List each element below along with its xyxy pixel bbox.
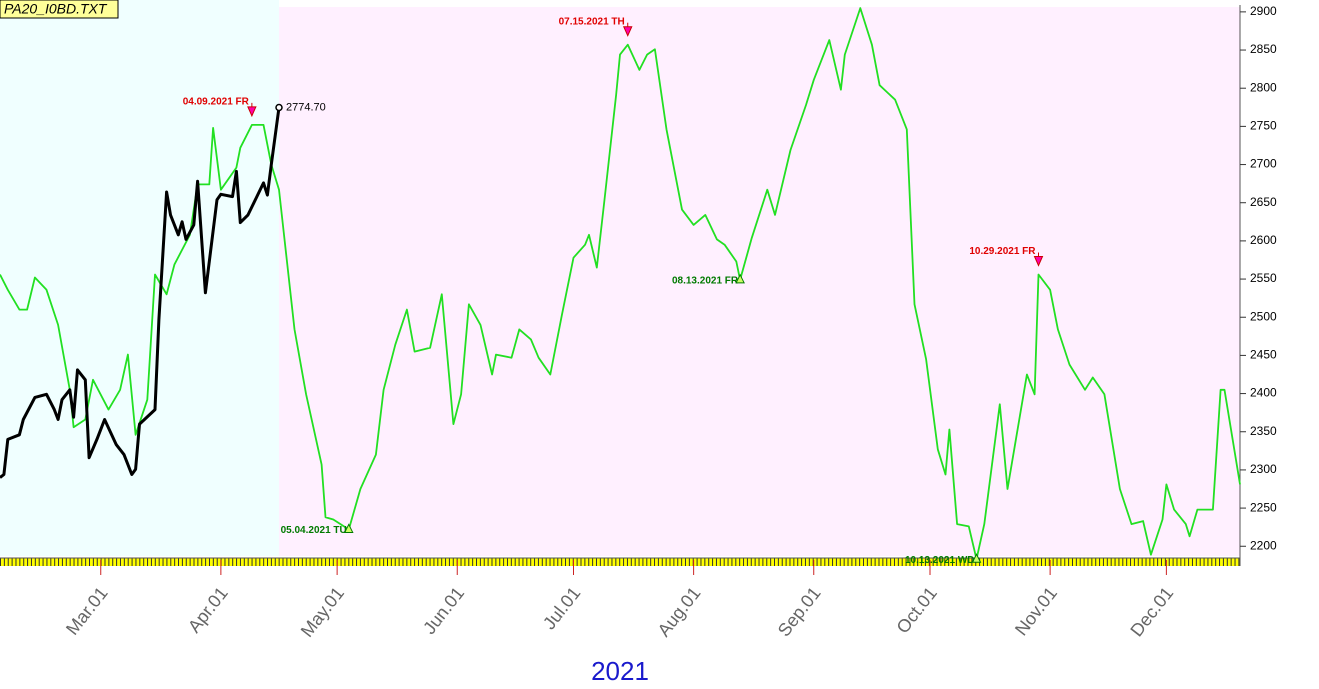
y-tick-label: 2200 xyxy=(1250,538,1277,552)
annotation-label: 05.04.2021 TU xyxy=(281,525,347,536)
plot-background xyxy=(0,0,1240,556)
high-marker xyxy=(247,106,257,118)
annotation-label: 10.29.2021 FR xyxy=(969,246,1036,257)
y-tick-label: 2600 xyxy=(1250,233,1277,247)
annotation-label: 10.13.2021 WD xyxy=(905,555,975,566)
y-tick-label: 2450 xyxy=(1250,348,1277,362)
y-tick-label: 2400 xyxy=(1250,386,1277,400)
y-tick-label: 2550 xyxy=(1250,271,1277,285)
annotation-label: 07.15.2021 TH xyxy=(559,16,625,27)
y-tick-label: 2850 xyxy=(1250,42,1277,56)
series-line xyxy=(0,7,1241,561)
low-marker xyxy=(343,523,354,533)
x-axis-label: 2021 xyxy=(591,656,649,686)
low-marker xyxy=(971,553,982,563)
value-label: 2774.70 xyxy=(286,101,326,113)
y-tick-label: 2500 xyxy=(1250,309,1277,323)
title-box xyxy=(0,0,119,19)
y-tick-label: 2350 xyxy=(1250,424,1277,438)
y-tick-label: 2750 xyxy=(1250,119,1277,133)
high-marker xyxy=(622,26,633,37)
last-point-marker xyxy=(275,103,283,112)
annotation-label: 08.13.2021 FR xyxy=(672,275,739,286)
y-tick-label: 2300 xyxy=(1250,462,1277,476)
y-tick-label: 2900 xyxy=(1250,4,1277,18)
projection-region xyxy=(279,7,1240,556)
y-tick-label: 2250 xyxy=(1250,500,1277,514)
low-marker xyxy=(735,273,745,284)
series-line xyxy=(0,107,281,479)
history-region xyxy=(0,0,279,556)
y-tick-label: 2700 xyxy=(1250,157,1277,171)
y-tick-label: 2650 xyxy=(1250,195,1277,209)
chart-title: PA20_I0BD.TXT xyxy=(4,1,108,17)
y-tick-label: 2800 xyxy=(1250,80,1277,94)
annotation-label: 04.09.2021 FR xyxy=(183,96,250,107)
